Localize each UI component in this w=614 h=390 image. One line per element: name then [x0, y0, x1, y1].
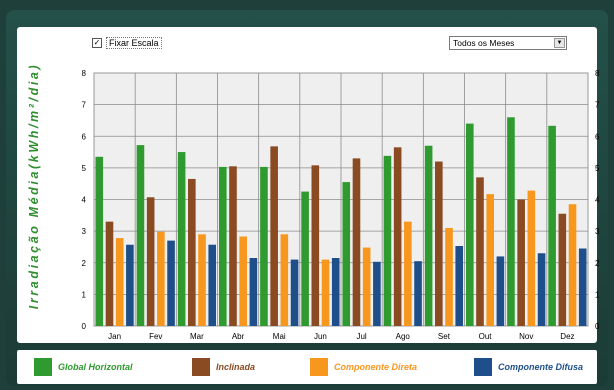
y-tick-label-left: 7 [82, 101, 87, 110]
legend-swatch [192, 358, 210, 376]
bar-global-horizontal-jan [95, 156, 104, 326]
y-tick-label-right: 8 [595, 69, 600, 78]
bar-componente-direta-set [445, 227, 453, 326]
bar-componente-direta-out [486, 194, 494, 326]
y-tick-label-left: 2 [82, 259, 87, 268]
x-tick-label: Ago [396, 332, 411, 341]
y-tick-label-right: 0 [595, 322, 600, 331]
bar-global-horizontal-abr [218, 166, 227, 326]
bar-componente-direta-mai [280, 234, 289, 326]
legend-label: Global Horizontal [58, 362, 133, 372]
bar-componente-direta-jan [115, 238, 124, 326]
bar-inclinada-abr [229, 166, 237, 326]
bar-global-horizontal-nov [507, 117, 515, 327]
x-tick-label: Jul [356, 332, 366, 341]
fix-scale-checkbox[interactable]: ✓ [92, 38, 102, 48]
y-tick-label-left: 4 [82, 196, 87, 205]
bar-componente-difusa-mai [290, 259, 299, 326]
x-tick-label: Out [479, 332, 493, 341]
y-tick-label-right: 5 [595, 164, 600, 173]
bar-global-horizontal-out [465, 123, 474, 326]
y-tick-label-right: 1 [595, 290, 600, 299]
y-tick-label-left: 5 [82, 164, 87, 173]
bar-componente-difusa-mar [208, 244, 217, 326]
bar-inclinada-jun [311, 165, 320, 326]
bar-componente-difusa-jun [331, 258, 340, 326]
fix-scale-label: Fixar Escala [106, 37, 162, 49]
bar-inclinada-jul [352, 158, 361, 326]
bar-inclinada-nov [517, 199, 525, 326]
bar-componente-difusa-jul [373, 261, 381, 326]
legend-label: Componente Direta [334, 362, 418, 372]
y-tick-label-left: 1 [82, 290, 87, 299]
y-tick-label-right: 2 [595, 259, 600, 268]
x-tick-label: Fev [149, 332, 162, 341]
x-tick-label: Dez [560, 332, 574, 341]
bar-inclinada-ago [393, 147, 402, 326]
bar-inclinada-fev [146, 197, 155, 326]
x-tick-label: Jan [108, 332, 121, 341]
legend-item-componente-difusa: Componente Difusa [474, 358, 583, 376]
chevron-down-icon[interactable]: ▼ [554, 38, 565, 48]
bar-componente-direta-jun [321, 259, 330, 326]
bar-inclinada-mar [188, 178, 196, 326]
y-tick-label-right: 6 [595, 132, 600, 141]
bar-componente-difusa-set [455, 245, 464, 326]
x-tick-label: Nov [519, 332, 533, 341]
bar-componente-direta-abr [239, 236, 247, 326]
y-tick-label-right: 3 [595, 227, 600, 236]
y-tick-label-left: 6 [82, 132, 87, 141]
bar-inclinada-set [435, 161, 443, 326]
bar-componente-direta-jul [362, 247, 371, 326]
legend-item-componente-direta: Componente Direta [310, 358, 417, 376]
legend-item-inclinada: Inclinada [192, 358, 255, 376]
bar-componente-direta-dez [568, 204, 577, 326]
period-select[interactable]: Todos os Meses ▼ [449, 36, 567, 50]
bar-global-horizontal-mar [177, 152, 186, 326]
bar-componente-difusa-ago [414, 261, 422, 326]
bar-inclinada-dez [558, 213, 567, 326]
y-tick-label-right: 4 [595, 196, 600, 205]
x-tick-label: Mar [190, 332, 204, 341]
y-tick-label-left: 3 [82, 227, 87, 236]
bar-inclinada-out [476, 177, 484, 326]
bar-global-horizontal-jun [301, 191, 309, 326]
x-tick-label: Jun [314, 332, 327, 341]
legend-label: Componente Difusa [498, 362, 584, 372]
bar-global-horizontal-jul [342, 182, 351, 326]
bar-inclinada-mai [270, 146, 278, 326]
bar-global-horizontal-ago [383, 155, 392, 326]
bar-componente-difusa-dez [578, 248, 587, 326]
legend-swatch [310, 358, 328, 376]
bar-inclinada-jan [105, 221, 114, 326]
bar-componente-direta-fev [157, 231, 165, 326]
x-tick-label: Set [438, 332, 451, 341]
bar-componente-difusa-nov [537, 253, 546, 326]
bar-global-horizontal-fev [136, 145, 145, 326]
bar-global-horizontal-set [424, 145, 433, 326]
legend-swatch [474, 358, 492, 376]
bar-componente-direta-mar [198, 234, 206, 326]
y-tick-label-right: 7 [595, 101, 600, 110]
bar-componente-difusa-abr [249, 258, 258, 326]
legend-swatch [34, 358, 52, 376]
bar-componente-difusa-fev [167, 240, 175, 326]
bar-componente-direta-ago [404, 221, 412, 326]
bar-global-horizontal-dez [548, 125, 556, 326]
bar-global-horizontal-mai [260, 166, 268, 326]
period-select-value: Todos os Meses [453, 38, 515, 48]
x-tick-label: Mai [273, 332, 286, 341]
bar-componente-difusa-out [496, 256, 505, 326]
legend-item-global-horizontal: Global Horizontal [34, 358, 133, 376]
bar-componente-difusa-jan [126, 244, 134, 326]
x-tick-label: Abr [232, 332, 245, 341]
bar-componente-direta-nov [527, 190, 536, 326]
legend-label: Inclinada [216, 362, 256, 372]
legend-bar [17, 350, 597, 384]
fix-scale-control[interactable]: ✓ Fixar Escala [92, 37, 162, 49]
y-tick-label-left: 8 [82, 69, 87, 78]
y-tick-label-left: 0 [82, 322, 87, 331]
